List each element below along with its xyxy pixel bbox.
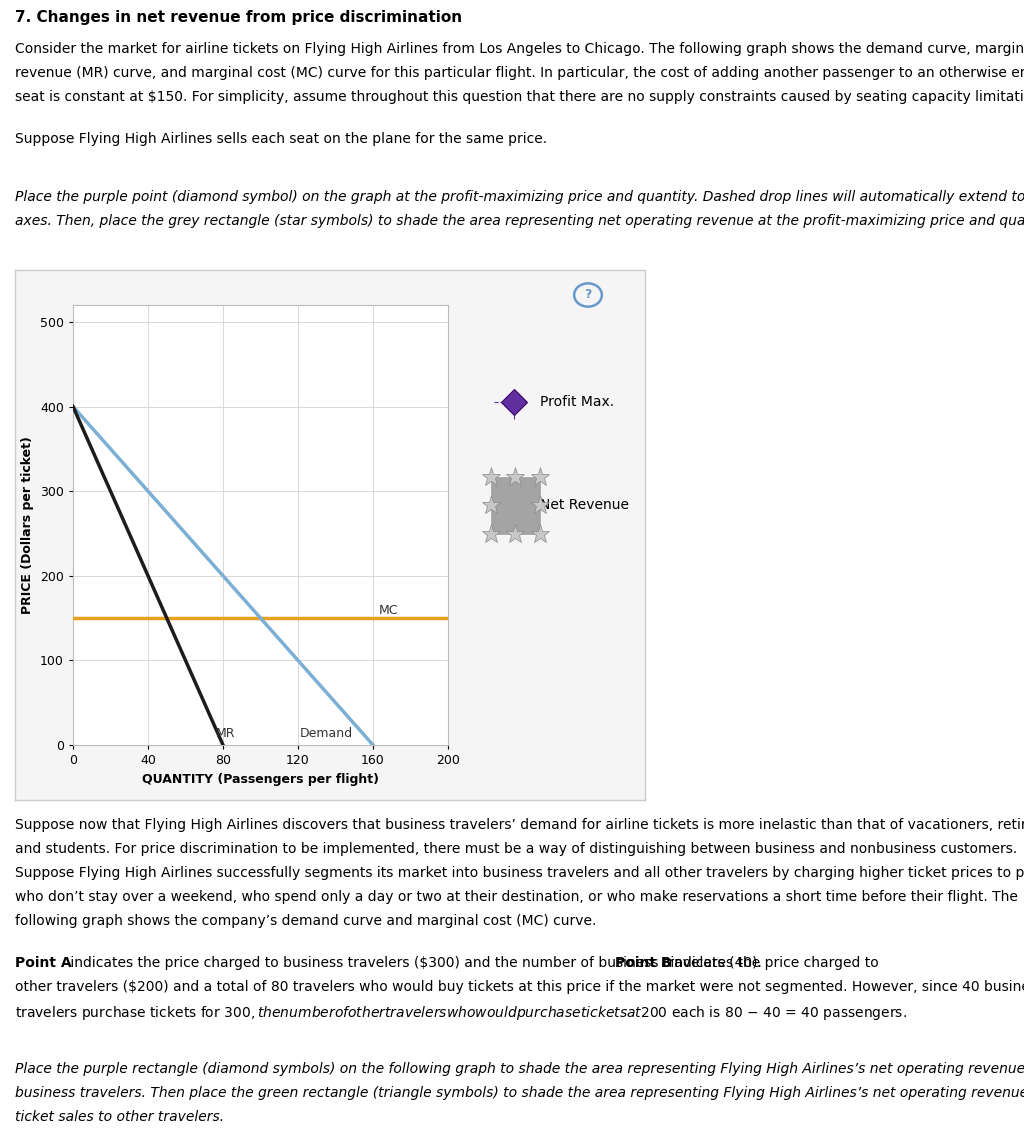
Text: ?: ? <box>585 289 592 301</box>
Text: Consider the market for airline tickets on Flying High Airlines from Los Angeles: Consider the market for airline tickets … <box>15 42 1024 56</box>
Text: Suppose now that Flying High Airlines discovers that business travelers’ demand : Suppose now that Flying High Airlines di… <box>15 818 1024 832</box>
Y-axis label: PRICE (Dollars per ticket): PRICE (Dollars per ticket) <box>22 436 35 614</box>
Text: other travelers ($200) and a total of 80 travelers who would buy tickets at this: other travelers ($200) and a total of 80… <box>15 980 1024 994</box>
Text: Suppose Flying High Airlines sells each seat on the plane for the same price.: Suppose Flying High Airlines sells each … <box>15 132 547 146</box>
Text: Place the purple point (diamond symbol) on the graph at the profit-maximizing pr: Place the purple point (diamond symbol) … <box>15 191 1024 204</box>
Text: Suppose Flying High Airlines successfully segments its market into business trav: Suppose Flying High Airlines successfull… <box>15 866 1024 880</box>
Text: Profit Max.: Profit Max. <box>540 395 614 408</box>
Text: indicates the price charged to business travelers ($300) and the number of busin: indicates the price charged to business … <box>66 956 766 970</box>
Text: Net Revenue: Net Revenue <box>540 499 629 512</box>
Text: following graph shows the company’s demand curve and marginal cost (MC) curve.: following graph shows the company’s dema… <box>15 914 596 928</box>
Text: who don’t stay over a weekend, who spend only a day or two at their destination,: who don’t stay over a weekend, who spend… <box>15 890 1018 904</box>
Text: MC: MC <box>379 604 398 617</box>
Text: 7. Changes in net revenue from price discrimination: 7. Changes in net revenue from price dis… <box>15 10 462 25</box>
Text: Place the purple rectangle (diamond symbols) on the following graph to shade the: Place the purple rectangle (diamond symb… <box>15 1062 1024 1076</box>
Text: revenue (MR) curve, and marginal cost (MC) curve for this particular flight. In : revenue (MR) curve, and marginal cost (M… <box>15 66 1024 80</box>
Text: Point B: Point B <box>615 956 672 970</box>
X-axis label: QUANTITY (Passengers per flight): QUANTITY (Passengers per flight) <box>142 772 379 786</box>
FancyBboxPatch shape <box>490 477 540 534</box>
Text: Demand: Demand <box>300 727 353 739</box>
Text: and students. For price discrimination to be implemented, there must be a way of: and students. For price discrimination t… <box>15 842 1017 856</box>
Text: ticket sales to other travelers.: ticket sales to other travelers. <box>15 1110 224 1124</box>
Text: business travelers. Then place the green rectangle (triangle symbols) to shade t: business travelers. Then place the green… <box>15 1086 1024 1100</box>
Text: axes. Then, place the grey rectangle (star symbols) to shade the area representi: axes. Then, place the grey rectangle (st… <box>15 215 1024 228</box>
Text: indicates the price charged to: indicates the price charged to <box>666 956 879 970</box>
Text: Point A: Point A <box>15 956 72 970</box>
Text: travelers purchase tickets for $300, the number of other travelers who would pur: travelers purchase tickets for $300, the… <box>15 1004 907 1022</box>
Text: MR: MR <box>215 727 234 739</box>
Text: seat is constant at $150. For simplicity, assume throughout this question that t: seat is constant at $150. For simplicity… <box>15 90 1024 104</box>
